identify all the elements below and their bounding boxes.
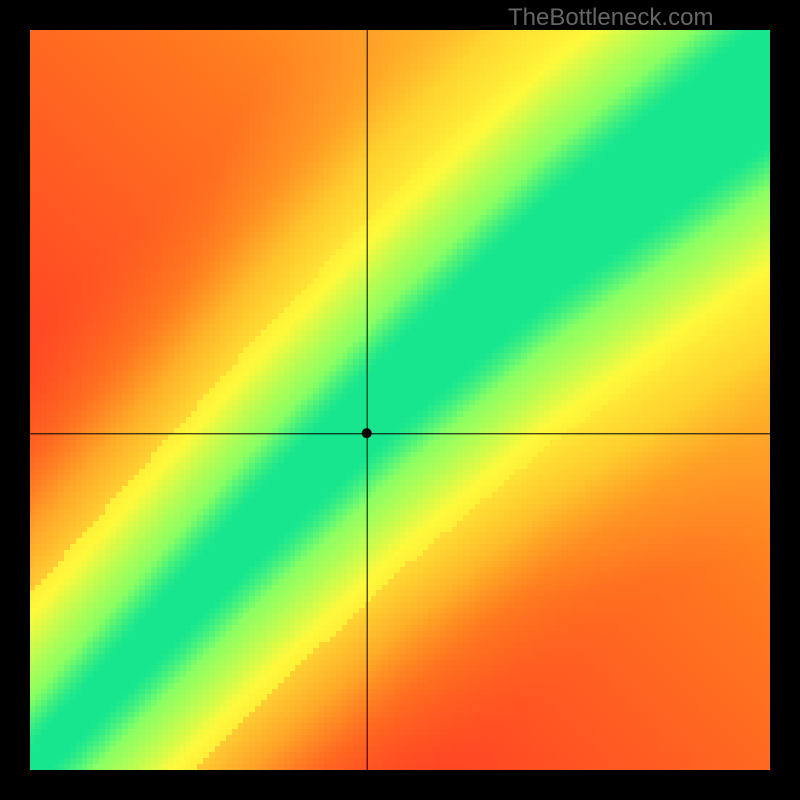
bottleneck-heatmap (0, 0, 800, 800)
watermark-text: TheBottleneck.com (508, 4, 713, 32)
chart-container: TheBottleneck.com (0, 0, 800, 800)
